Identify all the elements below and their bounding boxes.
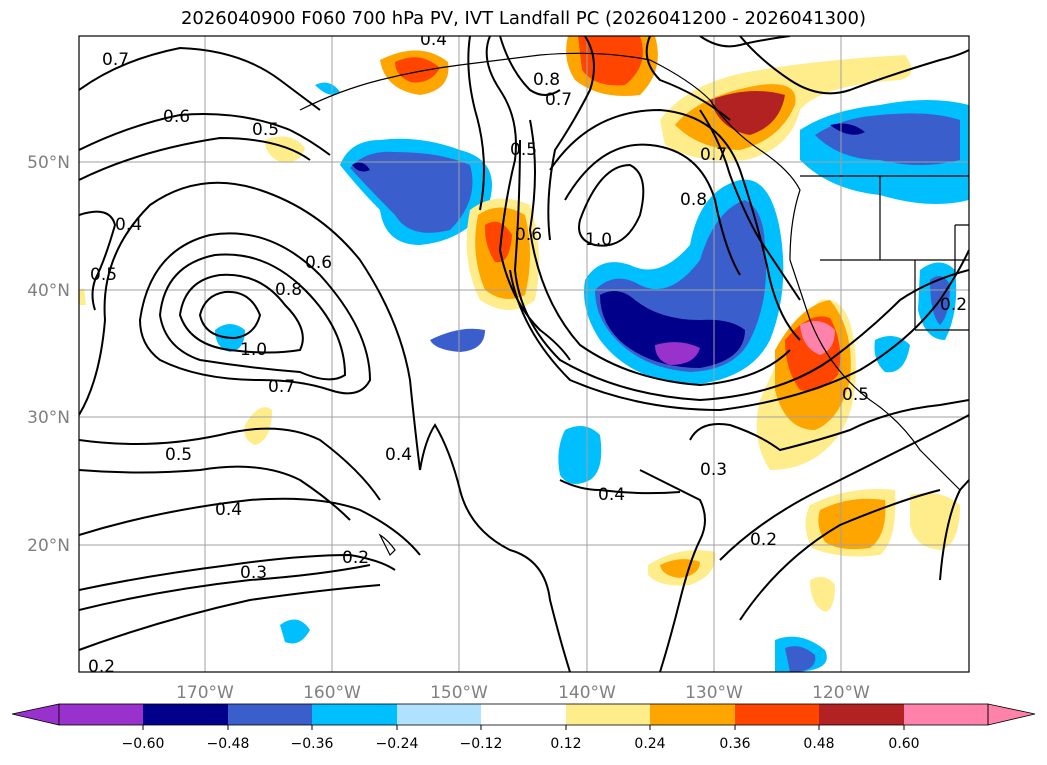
colorbar-segment	[481, 704, 566, 725]
colorbar-ticks	[142, 725, 905, 730]
colorbar-tick-label: 0.60	[888, 736, 919, 752]
contour-label: 0.4	[115, 215, 142, 235]
colorbar-tick-label: 0.48	[803, 736, 834, 752]
colorbar-tick-label: 0.24	[634, 736, 665, 752]
negative-anomaly	[350, 151, 473, 233]
contour-label: 0.5	[510, 140, 537, 160]
contour-label: 0.2	[342, 548, 369, 568]
contour-label: 0.7	[268, 377, 295, 397]
lon-label: 120°W	[812, 683, 870, 703]
positive-anomaly	[800, 321, 835, 355]
colorbar-segment	[228, 704, 312, 725]
lon-label: 170°W	[176, 683, 234, 703]
lon-label: 140°W	[558, 683, 616, 703]
colorbar-segment	[59, 704, 143, 725]
colorbar-tick-label: 0.36	[719, 736, 750, 752]
colorbar-tick-label: 0.12	[550, 736, 581, 752]
negative-anomaly	[558, 426, 602, 484]
coastlines	[299, 52, 969, 557]
contour-label: 0.2	[940, 295, 967, 315]
positive-anomaly	[818, 498, 886, 550]
figure-title: 2026040900 F060 700 hPa PV, IVT Landfall…	[180, 8, 867, 29]
colorbar-tick-label: −0.36	[291, 736, 334, 752]
contour-label: 0.5	[90, 265, 117, 285]
colorbar-max-extension	[987, 703, 1036, 726]
contour-label: 0.7	[700, 145, 727, 165]
colorbar-segment	[397, 704, 481, 725]
positive-anomaly	[395, 57, 440, 83]
pv-contours	[79, 36, 969, 672]
positive-anomaly	[484, 221, 512, 263]
shaded-anomalies	[79, 36, 969, 672]
negative-anomaly	[830, 123, 865, 135]
lon-label: 150°W	[430, 683, 488, 703]
contour-label: 0.8	[533, 70, 560, 90]
contour-label: 0.2	[750, 530, 777, 550]
colorbar-segment	[143, 704, 228, 725]
colorbar-tick-label: −0.24	[376, 736, 419, 752]
lat-labels: 50°N 40°N 30°N 20°N	[27, 153, 70, 556]
lat-label: 30°N	[27, 408, 70, 428]
negative-anomaly	[600, 291, 745, 368]
negative-anomaly	[785, 646, 816, 672]
positive-anomaly	[428, 642, 440, 650]
colorbar-segment	[735, 704, 819, 725]
contour-label: 0.3	[240, 563, 267, 583]
contour-label: 0.5	[252, 120, 279, 140]
contour-label: 0.5	[842, 385, 869, 405]
contour-label: 0.4	[385, 445, 412, 465]
graticule	[79, 36, 969, 672]
contour-label: 0.4	[215, 500, 242, 520]
lon-label: 130°W	[685, 683, 743, 703]
contour-label: 0.2	[88, 657, 115, 677]
colorbar-segment	[566, 704, 650, 725]
contour-label: 0.5	[165, 445, 192, 465]
colorbar-tick-label: −0.60	[122, 736, 165, 752]
lat-label: 40°N	[27, 281, 70, 301]
lat-label: 20°N	[27, 536, 70, 556]
negative-anomaly	[280, 619, 310, 644]
lon-labels: 170°W 160°W 150°W 140°W 130°W 120°W	[176, 683, 870, 703]
positive-anomaly	[79, 288, 86, 305]
colorbar-tick-label: −0.12	[460, 736, 503, 752]
contour-label: 0.6	[163, 107, 190, 127]
contour-label: 1.0	[240, 340, 267, 360]
colorbar: −0.60 −0.48 −0.36 −0.24 −0.12 0.12 0.24 …	[11, 703, 1036, 752]
negative-anomaly	[655, 342, 700, 365]
colorbar-segment	[904, 704, 988, 725]
positive-anomaly	[810, 576, 835, 612]
positive-anomaly	[910, 492, 960, 550]
map-border	[78, 35, 970, 673]
contour-label: 0.8	[275, 280, 302, 300]
positive-anomaly	[265, 136, 305, 163]
colorbar-segment	[819, 704, 904, 725]
lat-label: 50°N	[27, 153, 70, 173]
contour-label: 0.7	[545, 90, 572, 110]
negative-anomaly	[352, 162, 370, 172]
negative-anomaly	[874, 336, 910, 373]
contour-label: 0.6	[515, 225, 542, 245]
contour-label: 0.7	[102, 50, 129, 70]
negative-anomaly	[315, 82, 340, 95]
contour-labels: 0.7 0.6 0.5 0.4 0.5 0.6 0.8 1.0 0.7 0.5 …	[88, 30, 967, 677]
negative-anomaly	[430, 328, 485, 352]
colorbar-min-extension	[11, 703, 60, 726]
colorbar-segment	[650, 704, 735, 725]
contour-label: 0.4	[598, 485, 625, 505]
contour-label: 1.0	[585, 230, 612, 250]
colorbar-segment	[312, 704, 397, 725]
contour-label: 0.6	[305, 253, 332, 273]
colorbar-frame	[58, 703, 989, 726]
contour-label: 0.8	[680, 190, 707, 210]
lon-label: 160°W	[303, 683, 361, 703]
contour-label: 0.4	[420, 30, 447, 50]
contour-label: 0.3	[700, 460, 727, 480]
colorbar-tick-label: −0.48	[207, 736, 250, 752]
